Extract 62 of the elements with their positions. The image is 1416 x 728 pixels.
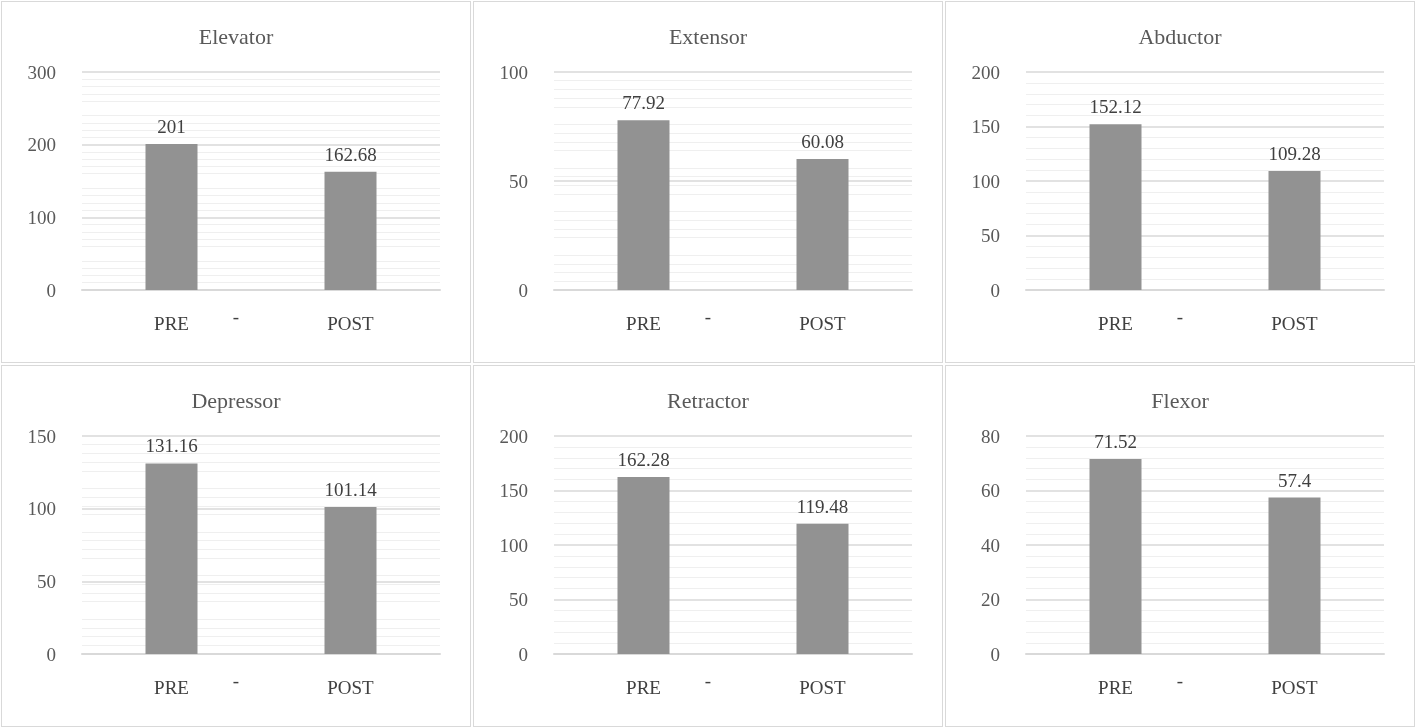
y-tick-label: 0 <box>518 279 528 301</box>
chart-title: Retractor <box>667 387 750 413</box>
text: - <box>232 670 240 691</box>
text: - <box>704 306 712 327</box>
text: - <box>1176 670 1184 691</box>
text: - <box>704 670 712 691</box>
y-tick-label: 50 <box>509 589 528 610</box>
chart-title: Flexor <box>1151 387 1210 413</box>
y-tick-label: 200 <box>971 61 1000 83</box>
data-label: 152.12 <box>1089 96 1142 118</box>
data-label: 119.48 <box>796 495 849 517</box>
x-tick-label: POST <box>1271 677 1319 698</box>
y-tick-label: 0 <box>990 279 1000 301</box>
chart-title: Depressor <box>191 387 282 413</box>
y-tick-label: 0 <box>990 643 1000 665</box>
y-tick-label: 80 <box>981 425 1000 447</box>
y-tick-label: 0 <box>518 643 528 665</box>
data-label: 162.28 <box>617 449 670 471</box>
y-tick-label: 300 <box>27 61 56 83</box>
data-label: 131.16 <box>145 435 198 457</box>
x-tick-label: POST <box>327 313 375 334</box>
x-tick-label: PRE <box>1098 677 1133 698</box>
data-label: 201 <box>157 115 186 137</box>
y-tick-label: 0 <box>46 643 56 665</box>
data-label: 109.28 <box>1268 142 1321 164</box>
x-tick-label: PRE <box>154 677 189 698</box>
x-tick-label: PRE <box>154 313 189 334</box>
x-tick-label: POST <box>327 677 375 698</box>
y-tick-label: 200 <box>27 134 56 156</box>
y-tick-label: 50 <box>981 225 1000 246</box>
y-tick-label: 60 <box>981 480 1000 501</box>
y-tick-label: 50 <box>509 170 528 192</box>
y-tick-label: 20 <box>981 589 1000 610</box>
x-tick-label: PRE <box>626 313 661 334</box>
y-tick-label: 100 <box>27 206 56 228</box>
y-tick-label: 100 <box>499 61 528 83</box>
data-label: 162.68 <box>324 143 377 165</box>
y-tick-label: 100 <box>27 498 56 520</box>
y-tick-label: 40 <box>981 534 1000 556</box>
x-tick-label: PRE <box>1098 313 1133 334</box>
chart-title: Abductor <box>1138 23 1223 49</box>
data-label: 101.14 <box>324 479 378 501</box>
y-tick-label: 200 <box>499 425 528 447</box>
text: - <box>232 306 240 327</box>
text: - <box>1176 306 1184 327</box>
y-tick-label: 50 <box>37 570 56 592</box>
y-tick-label: 100 <box>971 170 1000 192</box>
x-tick-label: POST <box>799 313 847 334</box>
x-tick-label: POST <box>799 677 847 698</box>
data-label: 71.52 <box>1094 431 1137 453</box>
x-tick-label: PRE <box>626 677 661 698</box>
y-tick-label: 0 <box>46 279 56 301</box>
y-tick-label: 150 <box>27 425 56 447</box>
data-label: 77.92 <box>622 92 665 114</box>
chart-title: Extensor <box>668 23 748 49</box>
chart-title: Elevator <box>198 23 274 49</box>
y-tick-label: 100 <box>499 534 528 556</box>
y-tick-label: 150 <box>499 480 528 501</box>
data-label: 60.08 <box>801 131 844 153</box>
x-tick-label: POST <box>1271 313 1319 334</box>
y-tick-label: 150 <box>971 116 1000 137</box>
data-label: 57.4 <box>1277 469 1312 491</box>
